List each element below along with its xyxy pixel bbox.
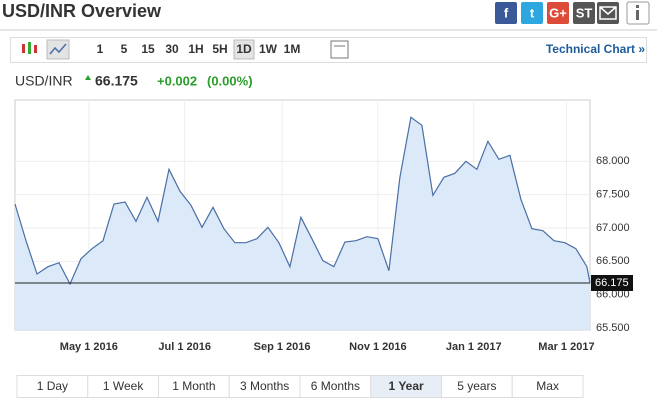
interval-button[interactable]: 1D: [236, 42, 252, 56]
last-price-box: [591, 275, 633, 291]
area-fill: [15, 117, 590, 330]
y-tick-label: 67.500: [596, 189, 630, 201]
y-tick-label: 68.000: [596, 155, 630, 167]
page-title: USD/INR Overview: [2, 1, 162, 21]
candle-icon[interactable]: [22, 42, 37, 54]
active-interval: [233, 39, 255, 60]
range-label: 3 Months: [240, 379, 289, 393]
price-line: [14, 116, 591, 286]
share-button[interactable]: [573, 2, 595, 24]
range-label: 1 Month: [172, 379, 215, 393]
share-button[interactable]: [495, 2, 517, 24]
quote-change-pct: (0.00%): [207, 73, 253, 88]
range-label: 6 Months: [311, 379, 360, 393]
interval-button[interactable]: 30: [165, 42, 179, 56]
share-button[interactable]: [547, 2, 569, 24]
plot-area: 65.500 66.000 66.500 67.000 67.500 68.000 May …: [14, 99, 633, 353]
share-label: G+: [549, 5, 567, 20]
range-label: Max: [536, 379, 559, 393]
interval-buttons: 1 5 15 30 1H 5H 1D 1W 1M: [97, 39, 301, 60]
interval-button[interactable]: 1W: [259, 42, 278, 56]
x-tick-label: Jul 1 2016: [158, 341, 211, 353]
technical-chart-link[interactable]: Technical Chart »: [546, 42, 645, 56]
interval-button[interactable]: 1: [97, 42, 104, 56]
y-tick-label: 66.000: [596, 289, 630, 301]
x-tick-label: Nov 1 2016: [349, 341, 406, 353]
x-tick-label: Mar 1 2017: [538, 341, 594, 353]
share-label: f: [504, 5, 509, 20]
range-label: 1 Week: [103, 379, 144, 393]
x-tick-label: Jan 1 2017: [446, 341, 502, 353]
range-label: 1 Day: [37, 379, 68, 393]
interval-button[interactable]: 5: [121, 42, 128, 56]
range-label: 5 years: [457, 379, 496, 393]
interval-button[interactable]: 1H: [188, 42, 203, 56]
interval-button[interactable]: 1M: [284, 42, 301, 56]
x-tick-label: May 1 2016: [60, 341, 118, 353]
toolbar: [10, 37, 647, 63]
interval-button[interactable]: 5H: [212, 42, 227, 56]
x-tick-label: Sep 1 2016: [254, 341, 311, 353]
mail-glyph: [599, 6, 617, 20]
settings-icon[interactable]: [330, 40, 349, 59]
quote-symbol: USD/INR: [15, 73, 73, 89]
line-icon[interactable]: [46, 39, 70, 60]
y-tick-label: 67.000: [596, 222, 630, 234]
info-dot: [636, 5, 639, 8]
y-tick-label: 65.500: [596, 322, 630, 334]
quote-change: +0.002: [157, 73, 197, 88]
range-label: 1 Year: [389, 379, 424, 393]
share-buttons: f t G+ ST: [495, 2, 595, 24]
share-label: ST: [576, 5, 593, 20]
interval-button[interactable]: 15: [141, 42, 155, 56]
share-label: t: [530, 5, 535, 20]
share-button[interactable]: [521, 2, 543, 24]
quote-last: 66.175: [95, 73, 138, 89]
last-price-label: 66.175: [595, 277, 629, 289]
y-tick-label: 66.500: [596, 255, 630, 267]
range-buttons: 1 Day 1 Week 1 Month 3 Months 6 Months 1 Year…: [16, 375, 584, 398]
line-glyph: [49, 43, 67, 55]
info-glyph: [636, 10, 639, 20]
range-button[interactable]: [511, 375, 584, 398]
up-arrow: [85, 75, 91, 80]
